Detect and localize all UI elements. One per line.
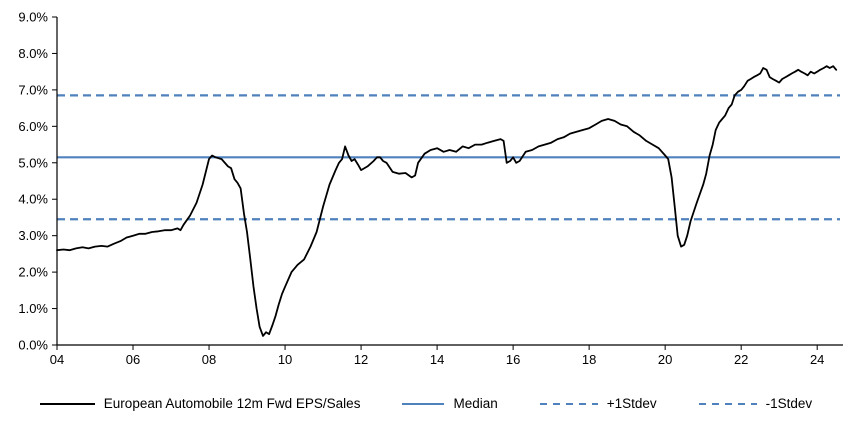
svg-text:3.0%: 3.0%: [18, 228, 48, 243]
svg-text:12: 12: [354, 352, 368, 367]
svg-text:20: 20: [658, 352, 672, 367]
svg-text:4.0%: 4.0%: [18, 192, 48, 207]
svg-text:04: 04: [50, 352, 64, 367]
legend: European Automobile 12m Fwd EPS/Sales Me…: [0, 396, 852, 411]
legend-item-series[interactable]: European Automobile 12m Fwd EPS/Sales: [39, 396, 361, 411]
svg-text:5.0%: 5.0%: [18, 155, 48, 170]
svg-text:14: 14: [430, 352, 444, 367]
chart-area: 0.0% 1.0% 2.0% 3.0% 4.0% 5.0% 6.0% 7.0% 8.0% 9.0%…: [18, 10, 843, 367]
svg-text:24: 24: [810, 352, 824, 367]
legend-label-minus1stdev: -1Stdev: [765, 396, 813, 411]
svg-text:6.0%: 6.0%: [18, 119, 48, 134]
median-line-swatch: [402, 402, 445, 405]
svg-text:16: 16: [506, 352, 520, 367]
svg-text:18: 18: [582, 352, 596, 367]
svg-text:06: 06: [126, 352, 140, 367]
svg-text:22: 22: [734, 352, 748, 367]
svg-text:08: 08: [202, 352, 216, 367]
svg-text:1.0%: 1.0%: [18, 301, 48, 316]
svg-text:2.0%: 2.0%: [18, 265, 48, 280]
legend-item-minus1stdev[interactable]: -1Stdev: [698, 396, 813, 411]
svg-text:9.0%: 9.0%: [18, 10, 48, 25]
legend-item-plus1stdev[interactable]: +1Stdev: [539, 396, 657, 411]
series-line-swatch: [39, 402, 95, 405]
plus1stdev-line-swatch: [539, 402, 598, 405]
legend-label-median: Median: [453, 396, 498, 411]
minus1stdev-line-swatch: [698, 402, 757, 405]
legend-label-series: European Automobile 12m Fwd EPS/Sales: [103, 396, 361, 411]
legend-item-median[interactable]: Median: [402, 396, 498, 411]
svg-text:7.0%: 7.0%: [18, 82, 48, 97]
svg-text:8.0%: 8.0%: [18, 46, 48, 61]
svg-text:10: 10: [278, 352, 292, 367]
legend-label-plus1stdev: +1Stdev: [606, 396, 657, 411]
svg-text:0.0%: 0.0%: [18, 338, 48, 353]
line-chart: 0.0% 1.0% 2.0% 3.0% 4.0% 5.0% 6.0% 7.0% 8.0% 9.0%…: [18, 10, 843, 367]
